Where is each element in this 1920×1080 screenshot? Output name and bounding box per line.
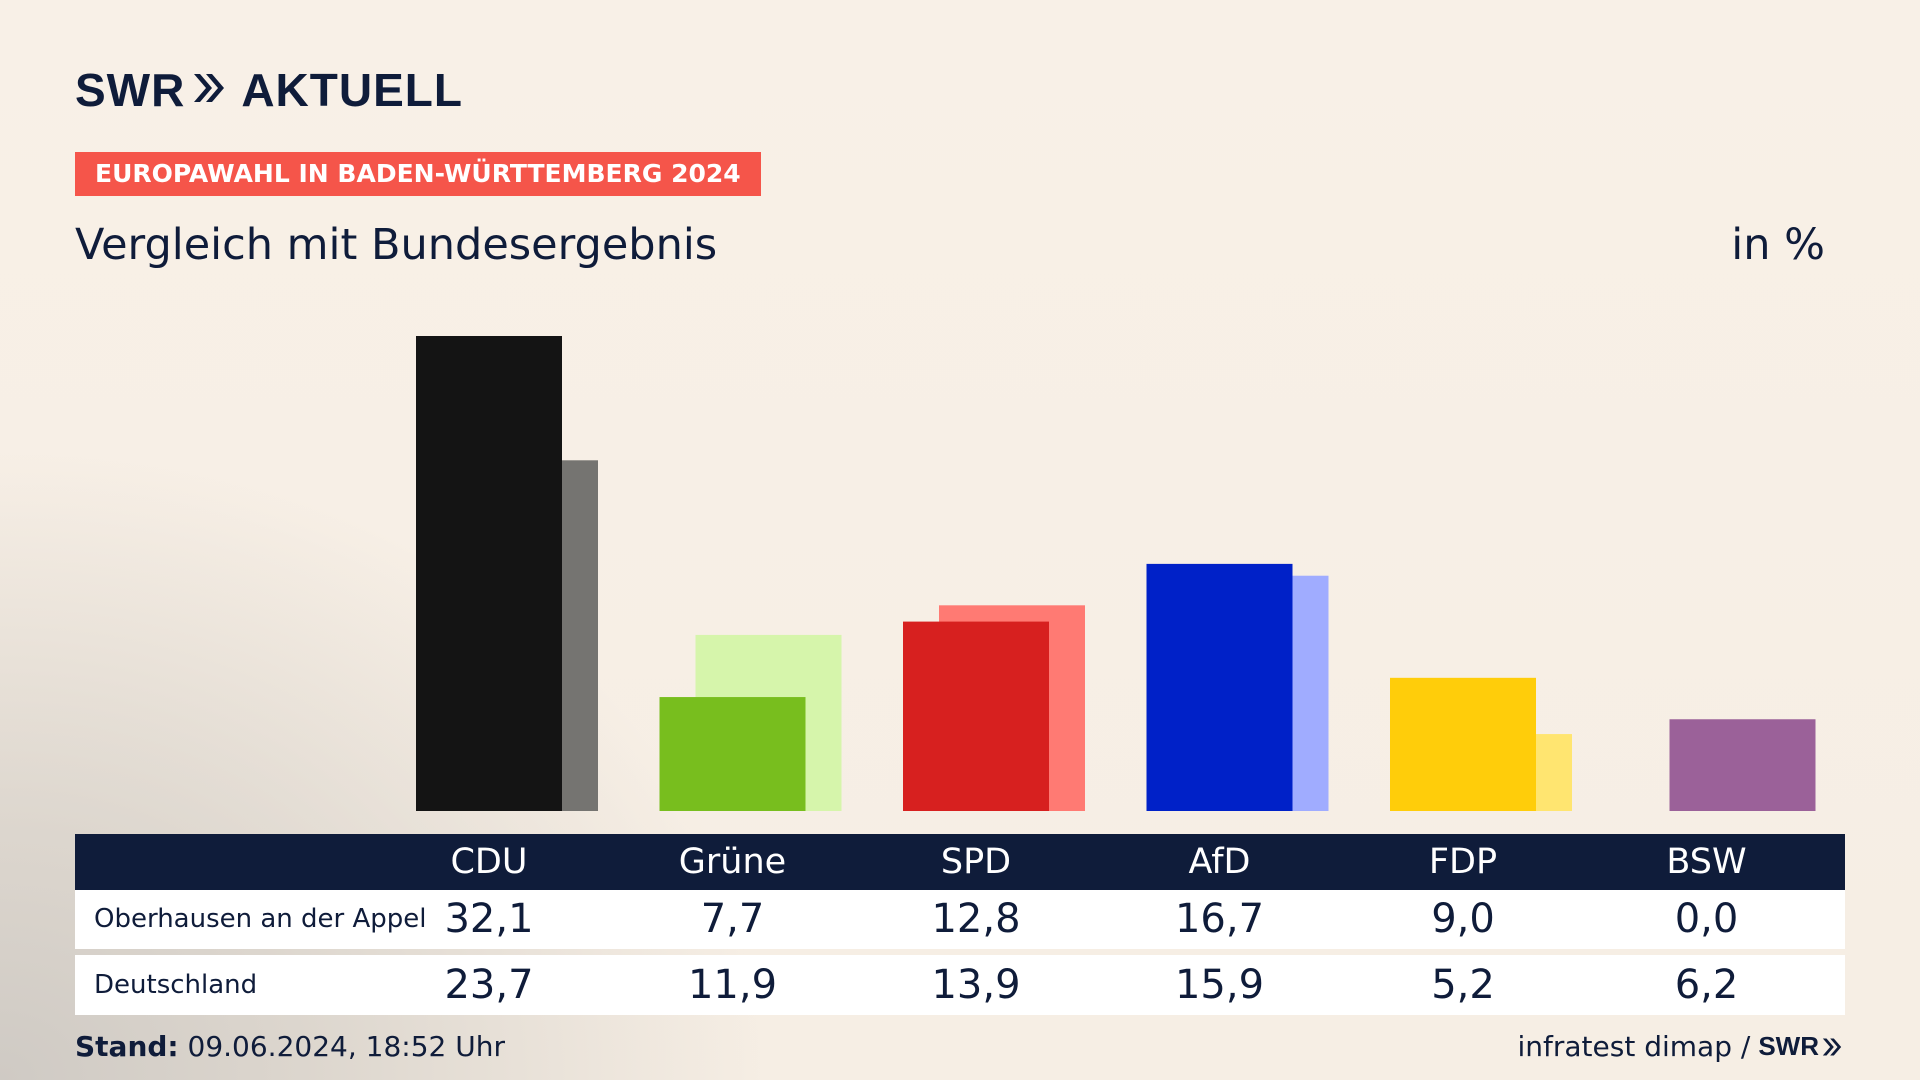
results-table: CDU Grüne SPD AfD FDP BSW Oberhausen an der A…: [75, 834, 1845, 1015]
bar-oberhausen-afd: [1146, 563, 1293, 811]
value-oberhausen-bsw: 0,0: [1674, 896, 1739, 942]
footer-swr-logo: SWR: [1758, 1031, 1843, 1062]
bar-oberhausen-gruene: [659, 697, 806, 811]
double-chevron-icon: [191, 63, 227, 117]
value-deutschland-spd: 13,9: [931, 962, 1021, 1008]
stand-label: Stand:: [75, 1030, 179, 1063]
column-header-cdu: CDU: [450, 842, 528, 882]
value-oberhausen-fdp: 9,0: [1431, 896, 1495, 942]
bar-oberhausen-cdu: [416, 336, 562, 811]
value-deutschland-cdu: 23,7: [444, 962, 534, 1008]
column-header-fdp: FDP: [1428, 842, 1498, 882]
stand-value: 09.06.2024, 18:52 Uhr: [178, 1030, 505, 1063]
value-deutschland-bsw: 6,2: [1674, 962, 1739, 1008]
timestamp: Stand: 09.06.2024, 18:52 Uhr: [75, 1030, 505, 1063]
double-chevron-icon: [1822, 1037, 1842, 1056]
value-deutschland-fdp: 5,2: [1431, 962, 1495, 1008]
column-header-afd: AfD: [1188, 842, 1251, 882]
value-deutschland-afd: 15,9: [1174, 962, 1265, 1008]
value-oberhausen-cdu: 32,1: [444, 896, 534, 942]
swr-aktuell-logo: SWR AKTUELL: [75, 64, 463, 116]
bar-deutschland-bsw: [1669, 719, 1816, 811]
row-label-local: Oberhausen an der Appel: [94, 904, 427, 934]
election-tag: EUROPAWAHL IN BADEN-WÜRTTEMBERG 2024: [75, 152, 761, 196]
table-row: Deutschland 23,7 11,9 13,9 15,9 5,2 6,2: [75, 955, 1845, 1015]
chart-subtitle: Vergleich mit Bundesergebnis: [75, 220, 718, 270]
bar-chart: [416, 336, 1816, 811]
value-oberhausen-gruene: 7,7: [700, 896, 765, 942]
table-header: CDU Grüne SPD AfD FDP BSW: [75, 834, 1845, 890]
source-text: infratest dimap /: [1517, 1030, 1751, 1063]
logo-swr-text: SWR: [75, 64, 186, 116]
unit-label: in %: [1731, 220, 1825, 270]
bar-oberhausen-fdp: [1390, 677, 1536, 811]
bar-oberhausen-spd: [903, 621, 1049, 811]
source-credit: infratest dimap / SWR: [1518, 1030, 1844, 1063]
value-oberhausen-afd: 16,7: [1174, 896, 1265, 942]
logo-aktuell-text: AKTUELL: [241, 64, 463, 116]
column-header-bsw: BSW: [1666, 842, 1747, 882]
column-header-gruene: Grüne: [678, 842, 787, 882]
column-header-spd: SPD: [940, 842, 1012, 882]
value-deutschland-gruene: 11,9: [687, 962, 778, 1008]
table-row: Oberhausen an der Appel 32,1 7,7 12,8 16,7 9…: [75, 890, 1845, 949]
row-label-national: Deutschland: [94, 970, 258, 1000]
footer-swr-text: SWR: [1758, 1031, 1819, 1061]
value-oberhausen-spd: 12,8: [931, 896, 1021, 942]
